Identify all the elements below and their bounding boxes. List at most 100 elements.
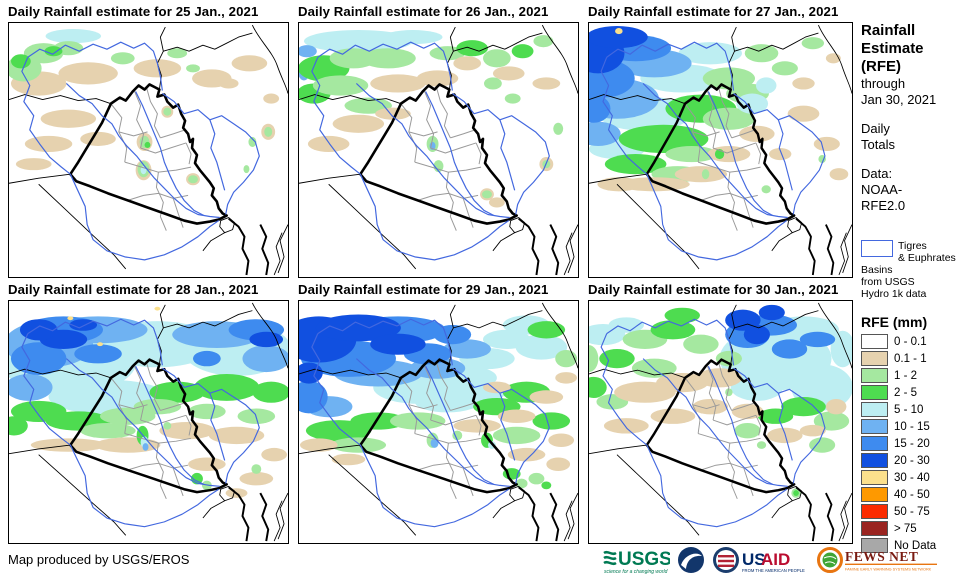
basin-outline — [425, 366, 495, 485]
legend-label: 30 - 40 — [894, 471, 930, 484]
legend-label: No Data — [894, 539, 937, 552]
basin-outline — [21, 57, 71, 175]
basin-outline — [317, 41, 453, 91]
admin-boundary — [727, 172, 738, 231]
country-boundary — [787, 485, 803, 502]
rainfall-patch — [589, 121, 621, 146]
map-panel-30jan: Daily Rainfall estimate for 30 Jan., 202… — [588, 278, 853, 544]
rainfall-patch — [67, 316, 74, 321]
admin-boundary — [462, 467, 474, 497]
basin-outline — [355, 83, 510, 219]
rainfall-patch — [515, 334, 568, 360]
country-boundary — [563, 232, 573, 276]
country-boundary — [163, 310, 253, 329]
rainfall-patch — [497, 409, 536, 423]
admin-boundary — [755, 415, 762, 436]
rainfall-patch — [315, 314, 401, 342]
map-box — [588, 22, 853, 278]
sidebar: Rainfall Estimate (RFE) through Jan 30, … — [861, 22, 963, 555]
rainfall-patch — [144, 141, 151, 148]
date-range: through Jan 30, 2021 — [861, 76, 937, 107]
legend-swatch — [861, 470, 888, 485]
country-boundary — [818, 24, 852, 94]
rainfall-patch — [429, 46, 466, 61]
country-boundary — [219, 217, 236, 234]
rainfall-patch — [97, 342, 103, 347]
legend-label: 0.1 - 1 — [894, 352, 927, 365]
rainfall-patch — [809, 437, 836, 453]
country-boundary — [328, 183, 417, 270]
country-boundary — [589, 444, 647, 455]
admin-boundary — [700, 462, 758, 471]
rainfall-patch — [243, 165, 250, 174]
admin-boundary — [475, 415, 482, 436]
gulf-coastline — [549, 492, 560, 542]
rainfall-patch — [484, 77, 502, 90]
panel-title: Daily Rainfall estimate for 26 Jan., 202… — [298, 4, 549, 19]
country-boundary — [9, 368, 112, 379]
rainfall-patch — [758, 304, 785, 321]
admin-boundary — [118, 131, 148, 137]
legend-item: No Data — [861, 538, 963, 553]
rainfall-patch — [252, 381, 288, 403]
admin-boundary — [445, 172, 457, 231]
rainfall-patch — [163, 422, 172, 430]
country-boundary — [492, 500, 515, 519]
legend-label: 2 - 5 — [894, 386, 918, 399]
rainfall-patch — [331, 453, 366, 466]
basin-outline — [355, 358, 510, 487]
basin-outline — [425, 91, 495, 217]
admin-boundary — [185, 415, 192, 436]
rainfall-patch — [528, 472, 545, 485]
rainfall-patch — [10, 342, 67, 375]
country-boundary — [492, 232, 515, 252]
rainfall-patch — [702, 107, 756, 130]
legend-swatch — [861, 538, 888, 553]
country-boundary — [541, 302, 578, 369]
rainfall-patch — [149, 381, 205, 403]
admin-boundary — [445, 443, 457, 500]
rainfall-patch — [597, 177, 641, 192]
rainfall-map-29jan — [299, 302, 578, 542]
rainfall-patch — [483, 49, 511, 68]
rainfall-patch — [541, 481, 552, 490]
country-boundary — [771, 500, 793, 519]
admin-boundary — [430, 142, 477, 154]
map-panel-29jan: Daily Rainfall estimate for 29 Jan., 202… — [298, 278, 579, 544]
admin-boundary — [160, 129, 186, 139]
basin-outline — [707, 366, 773, 485]
country-boundary — [38, 183, 127, 270]
usaid-logo: US AID FROM THE AMERICAN PEOPLE — [713, 547, 805, 573]
country-boundary — [567, 224, 578, 274]
admin-boundary — [127, 192, 189, 201]
legend-swatch — [861, 385, 888, 400]
rainfall-patch — [492, 426, 541, 445]
rainfall-patch — [692, 398, 728, 415]
rainfall-patch — [261, 447, 288, 462]
iraq-boundary — [645, 358, 796, 494]
rainfall-patch — [188, 403, 226, 420]
country-boundary — [563, 500, 573, 542]
admin-boundary — [127, 462, 189, 471]
legend-label: 40 - 50 — [894, 488, 930, 501]
country-boundary — [734, 310, 819, 329]
usaid-stripe — [718, 555, 734, 558]
basin-outline — [135, 91, 205, 217]
country-boundary — [219, 485, 236, 502]
country-boundary — [328, 454, 417, 536]
country-boundary — [453, 310, 543, 329]
rainfall-patch — [589, 94, 611, 123]
rainfall-patch — [511, 44, 534, 59]
rainfall-patch — [315, 429, 332, 442]
rainfall-patch — [24, 135, 73, 153]
map-box — [8, 22, 289, 278]
basin-outline — [317, 318, 453, 366]
basin-outline — [21, 333, 71, 446]
basin-outline — [642, 358, 788, 487]
legend-swatch — [861, 453, 888, 468]
rainfall-patch — [787, 105, 820, 122]
rainfall-patch — [299, 438, 338, 452]
admin-boundary — [140, 414, 187, 426]
rainfall-patch — [370, 333, 426, 355]
admin-boundary — [450, 129, 476, 139]
